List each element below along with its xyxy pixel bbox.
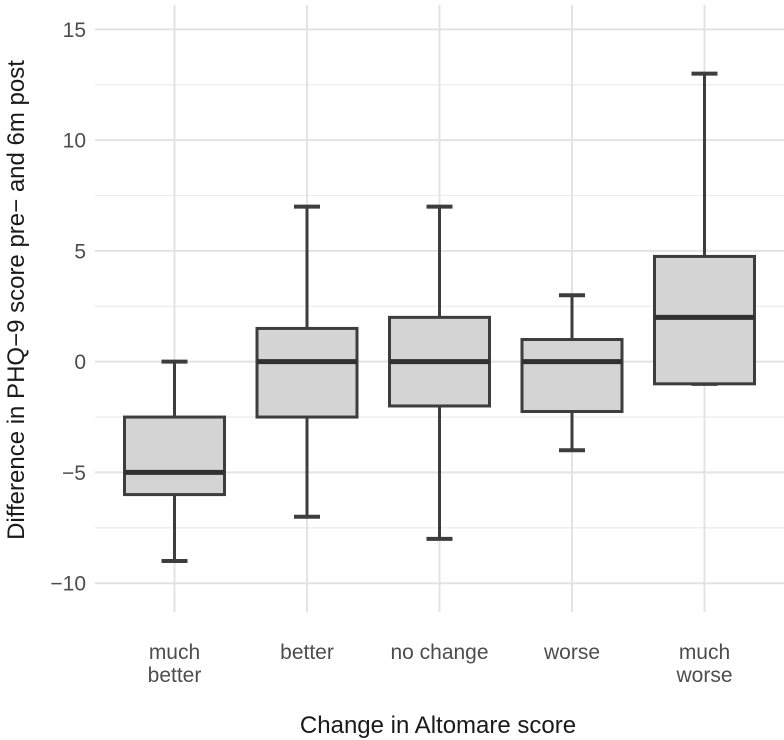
y-tick-label: 5: [74, 240, 86, 263]
x-tick-label: much: [679, 641, 730, 664]
y-tick-label: 0: [74, 351, 86, 374]
x-tick-label: better: [280, 641, 334, 664]
box-rect: [520, 338, 624, 414]
boxplot-much-better: [123, 359, 226, 564]
boxplot-much-worse: [653, 71, 756, 386]
x-axis-title: Change in Altomare score: [299, 712, 577, 739]
y-axis-title: Difference in PHQ−9 score pre− and 6m po…: [3, 60, 30, 540]
boxplot-no-change: [388, 204, 491, 541]
y-tick-label: −10: [50, 573, 86, 596]
box-rect: [255, 326, 359, 419]
boxplot-worse: [520, 293, 624, 453]
x-tick-label: no change: [390, 641, 488, 664]
y-tick-label: 15: [63, 19, 86, 42]
box-rect: [653, 254, 756, 386]
x-tick-label: worse: [543, 641, 600, 664]
y-tick-label: 10: [63, 130, 86, 153]
y-tick-label: −5: [62, 462, 86, 485]
boxplot-better: [255, 204, 359, 519]
box-rect: [123, 415, 226, 497]
x-tick-label: worse: [675, 664, 732, 687]
x-tick-label: much: [149, 641, 200, 664]
x-tick-label: better: [148, 664, 202, 687]
